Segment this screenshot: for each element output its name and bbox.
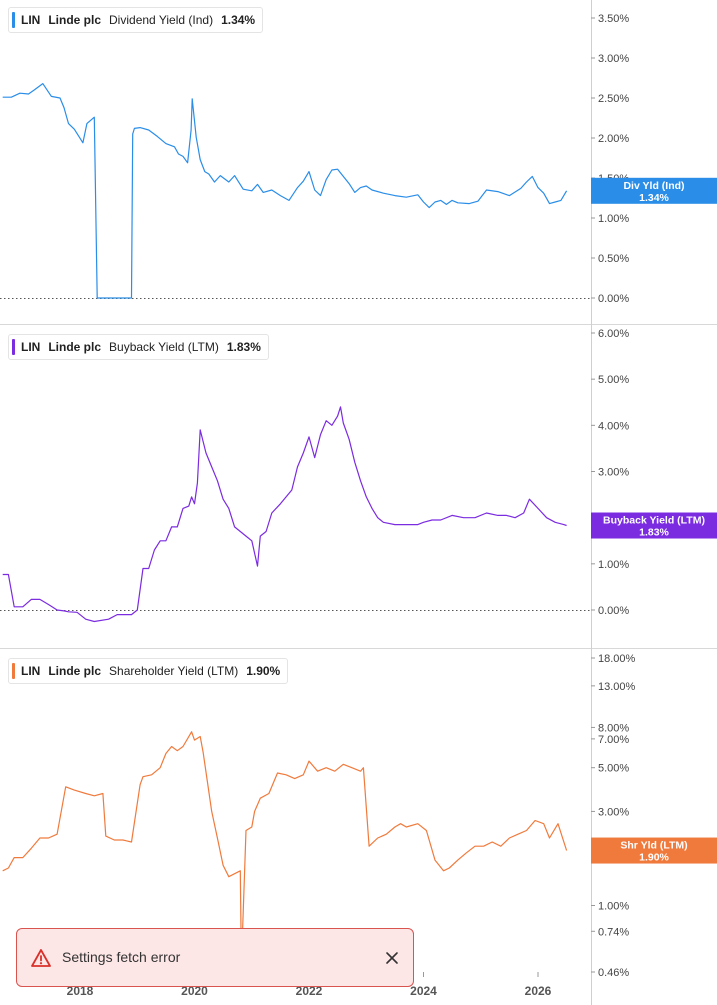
y-tick-label: 6.00% — [598, 328, 629, 340]
y-tick-label: 18.00% — [598, 653, 636, 665]
legend-value: 1.83% — [226, 340, 261, 354]
legend-value: 1.90% — [246, 664, 281, 678]
marker-value: 1.90% — [639, 852, 669, 864]
legend-metric: Dividend Yield (Ind) — [109, 13, 214, 27]
marker-label: Div Yld (Ind) — [623, 180, 684, 192]
legend-metric: Buyback Yield (LTM) — [109, 340, 219, 354]
series-color-swatch — [12, 12, 15, 28]
series-color-swatch — [12, 339, 15, 355]
legend-value: 1.34% — [221, 13, 256, 27]
y-tick-label: 2.00% — [598, 133, 629, 145]
y-tick-label: 5.00% — [598, 374, 629, 386]
x-tick-label: 2024 — [410, 984, 437, 998]
y-tick-label: 1.00% — [598, 901, 629, 913]
legend-company: Linde plc — [48, 340, 102, 354]
series-color-swatch — [12, 663, 15, 679]
error-toast: Settings fetch error — [16, 928, 414, 987]
y-tick-label: 0.74% — [598, 926, 629, 938]
legend-buyback: LIN Linde plc Buyback Yield (LTM) 1.83% — [8, 334, 269, 360]
x-tick-label: 2018 — [67, 984, 94, 998]
y-tick-label: 0.50% — [598, 253, 629, 265]
y-tick-label: 3.00% — [598, 53, 629, 65]
close-icon[interactable] — [381, 947, 403, 969]
y-tick-label: 8.00% — [598, 722, 629, 734]
y-tick-label: 7.00% — [598, 734, 629, 746]
legend-company: Linde plc — [48, 13, 102, 27]
legend-ticker: LIN — [21, 13, 41, 27]
marker-label: Buyback Yield (LTM) — [603, 515, 705, 527]
legend-ticker: LIN — [21, 664, 41, 678]
marker-label: Shr Yld (LTM) — [620, 840, 687, 852]
y-tick-label: 4.00% — [598, 420, 629, 432]
y-tick-label: 3.50% — [598, 13, 629, 25]
marker-value: 1.34% — [639, 192, 669, 204]
y-tick-label: 3.00% — [598, 467, 629, 479]
legend-company: Linde plc — [48, 664, 102, 678]
x-tick-label: 2022 — [296, 984, 323, 998]
y-tick-label: 0.46% — [598, 967, 629, 979]
y-tick-label: 13.00% — [598, 681, 636, 693]
series-line — [2, 406, 567, 623]
y-tick-label: 0.00% — [598, 605, 629, 617]
x-tick-label: 2026 — [525, 984, 552, 998]
current-value-marker — [591, 837, 717, 864]
y-tick-label: 1.00% — [598, 559, 629, 571]
y-tick-label: 2.50% — [598, 93, 629, 105]
series-line — [2, 731, 568, 966]
legend-ticker: LIN — [21, 340, 41, 354]
current-value-marker — [591, 512, 717, 539]
legend-dividend: LIN Linde plc Dividend Yield (Ind) 1.34% — [8, 7, 264, 33]
warning-icon — [31, 949, 51, 967]
toast-message: Settings fetch error — [62, 949, 181, 965]
marker-value: 1.83% — [639, 527, 669, 539]
y-tick-label: 3.00% — [598, 806, 629, 818]
y-tick-label: 0.00% — [598, 293, 629, 305]
x-tick-label: 2020 — [181, 984, 208, 998]
series-line — [2, 83, 568, 299]
y-tick-label: 1.00% — [598, 213, 629, 225]
legend-metric: Shareholder Yield (LTM) — [109, 664, 239, 678]
current-value-marker — [591, 177, 717, 204]
legend-shareholder: LIN Linde plc Shareholder Yield (LTM) 1.… — [8, 658, 289, 684]
y-tick-label: 5.00% — [598, 763, 629, 775]
